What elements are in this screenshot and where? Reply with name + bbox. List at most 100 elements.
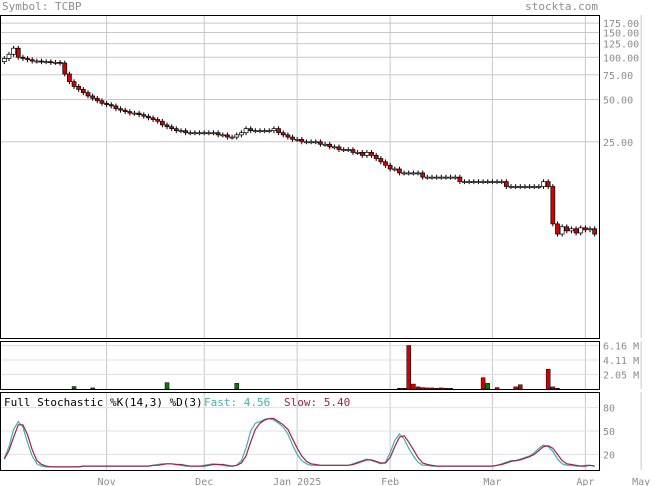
volume-bar [234, 383, 239, 390]
candle-body [57, 61, 63, 64]
axes: Nov Dec Jan 2025 Feb Mar Apr May 175.00150.0012… [4, 19, 650, 486]
candle-body [192, 132, 198, 135]
volume-bar [425, 387, 430, 390]
candle-body [122, 109, 128, 112]
candle-body [522, 186, 528, 188]
volume-bar [397, 388, 402, 390]
volume-bar [448, 388, 453, 390]
stoch-title: Full Stochastic %K(14,3) %D(3) [4, 396, 203, 409]
candle-body [341, 149, 347, 151]
candle-body [266, 130, 272, 133]
candle-body [587, 228, 593, 231]
candle-body [304, 141, 309, 144]
volume-panel [71, 345, 560, 390]
volume-bar [415, 386, 421, 390]
candle-body [387, 164, 393, 170]
candle-body [294, 139, 300, 141]
candle-body [201, 132, 207, 135]
candle-body [160, 120, 165, 126]
candle-body [429, 176, 435, 179]
stoch-slow-label: Slow: 5.40 [284, 396, 350, 409]
candle-body [146, 115, 151, 119]
candle-body [43, 61, 49, 64]
candle-body [420, 172, 426, 178]
volume-bar [90, 387, 95, 390]
candle-body [211, 132, 216, 135]
candle-body [355, 152, 360, 154]
candle-body [504, 181, 509, 187]
volume-bar [494, 387, 500, 390]
candle-body [434, 176, 439, 179]
candle-body [127, 111, 133, 114]
candle-body [48, 61, 54, 64]
stoch-fast-label: Fast: 4.56 [204, 396, 270, 409]
candle-body [234, 134, 240, 138]
candle-body [15, 47, 21, 58]
candle-body [76, 86, 82, 90]
stoch-line-fast [3, 417, 595, 468]
x-tick-label: Nov [98, 477, 116, 486]
grid [0, 15, 642, 470]
x-tick-label: Apr [576, 477, 594, 486]
candle-body [85, 92, 91, 97]
candle-body [517, 186, 523, 188]
candle-body [415, 172, 421, 175]
candle-body [29, 59, 35, 62]
price-tick-label: 25.00 [603, 138, 633, 149]
volume-bar [420, 387, 425, 390]
volume-bar [401, 388, 407, 390]
candle-body [215, 132, 221, 136]
volume-bar [439, 387, 444, 390]
candle-body [90, 95, 95, 99]
volume-tick-label: 4.11 M [603, 356, 639, 367]
candle-body [578, 227, 584, 234]
symbol-label: Symbol: TCBP [2, 0, 82, 13]
candle-body [169, 126, 175, 130]
candle-body [25, 58, 30, 61]
volume-bar [164, 382, 170, 390]
candle-body [499, 181, 505, 183]
candle-body [480, 181, 486, 183]
candle-body [155, 119, 161, 122]
candle-body [239, 132, 244, 136]
candle-body [104, 102, 109, 105]
candle-body [183, 130, 188, 134]
candle-body [336, 146, 342, 150]
panel-frame [0, 341, 600, 390]
candle-body [99, 100, 105, 104]
candle-body [280, 132, 286, 136]
candle-body [318, 141, 323, 145]
candle-body [531, 186, 537, 188]
candle-body [401, 172, 407, 175]
candle-body [80, 89, 86, 93]
volume-bar [545, 368, 551, 390]
candle-body [248, 128, 254, 132]
candle-body [132, 112, 137, 115]
price-tick-label: 125.00 [603, 40, 639, 51]
candle-body [490, 181, 495, 183]
volume-tick-label: 6.16 M [603, 342, 639, 353]
volume-bar [406, 345, 411, 390]
volume-bar [513, 386, 518, 390]
candle-body [206, 132, 212, 135]
panel-frame [0, 392, 600, 471]
candle-body [364, 152, 370, 156]
brand-label: stockta.com [525, 0, 598, 13]
panel-frames [0, 15, 600, 471]
candle-body [573, 228, 579, 234]
candle-body [1, 58, 7, 62]
candle-body [555, 223, 560, 235]
candle-body [485, 181, 491, 183]
candle-body [369, 152, 374, 156]
candle-body [141, 114, 147, 117]
candle-body [108, 104, 114, 107]
candle-body [150, 117, 156, 120]
volume-bar [434, 388, 439, 390]
x-tick-label: May [632, 477, 650, 486]
volume-bar [550, 386, 556, 390]
candle-body [406, 172, 412, 175]
candle-body [313, 141, 319, 144]
candle-body [466, 181, 472, 183]
candle-body [541, 181, 546, 187]
candle-body [332, 146, 337, 149]
